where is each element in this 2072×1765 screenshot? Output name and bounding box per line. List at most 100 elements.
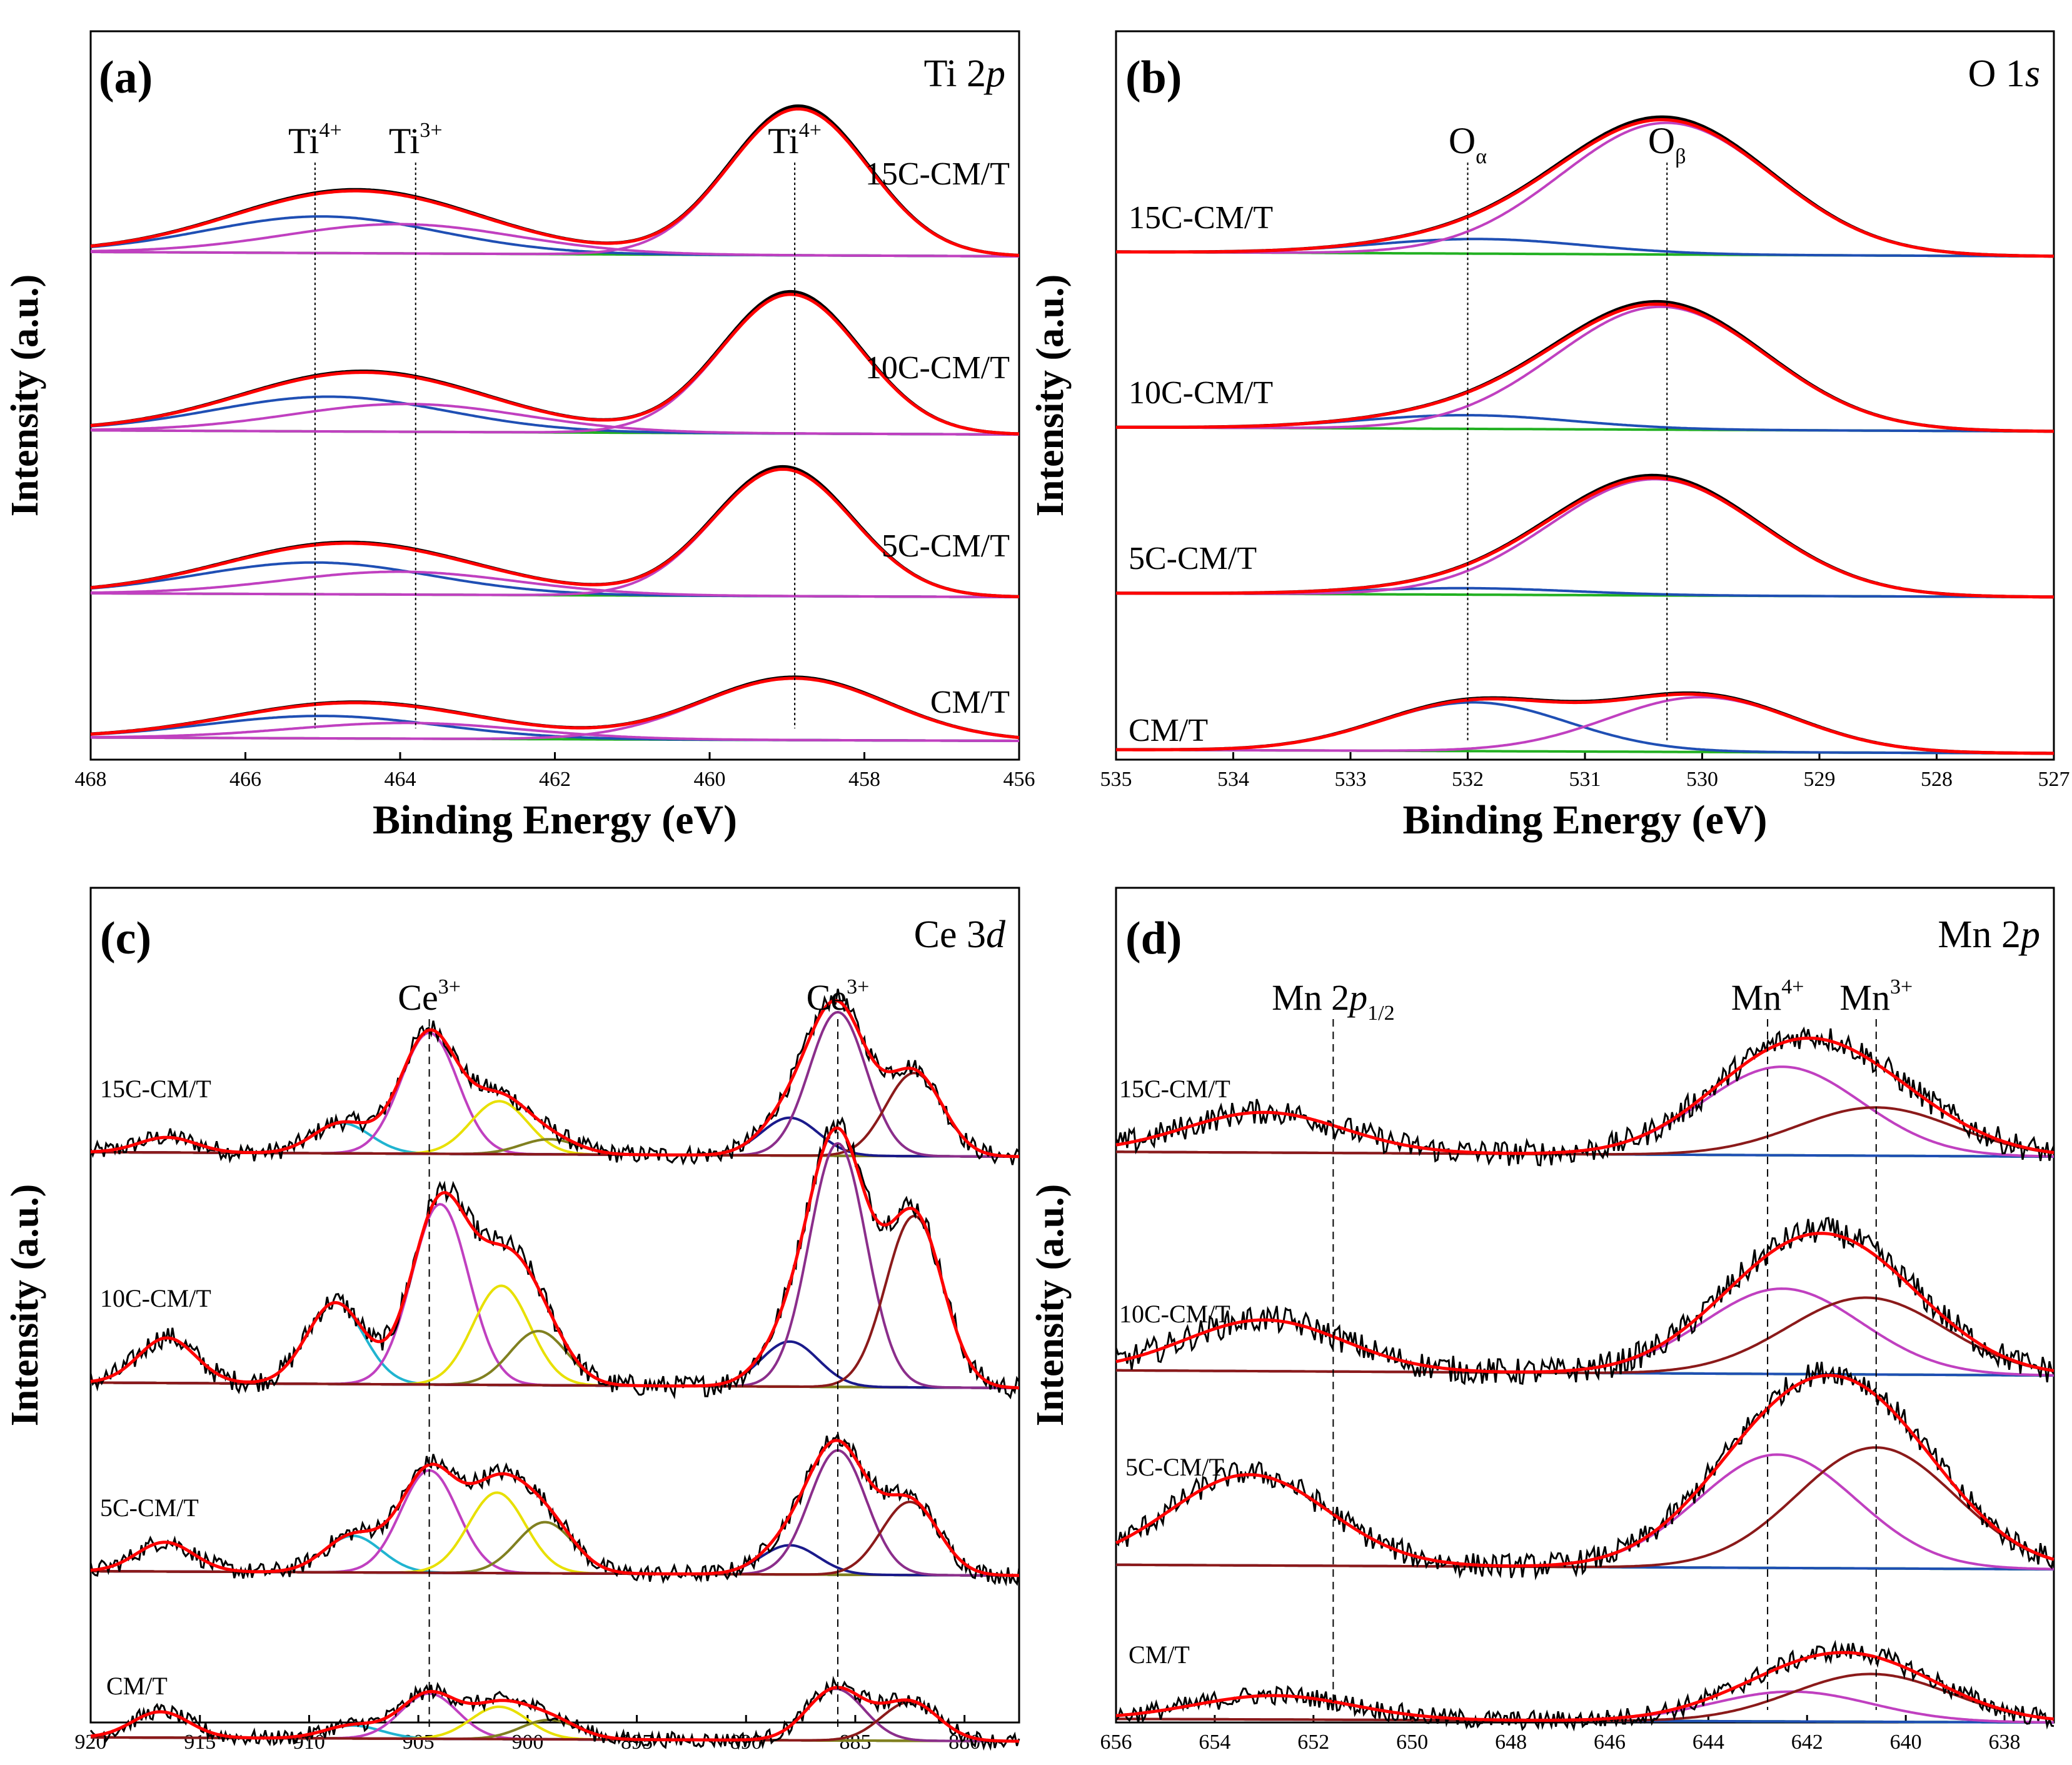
panel-title: Ce 3d [914,913,1006,956]
x-tick-label: 640 [1890,1731,1922,1754]
plot-frame [89,887,1020,1724]
x-tick-label: 464 [385,768,416,791]
sample-15C-CM/T: 15C-CM/T [1115,1026,2055,1167]
fit-component-magenta [91,722,1019,742]
sample-label: CM/T [1129,1641,1190,1669]
fit-envelope [90,107,1020,257]
x-tick-label: 532 [1452,768,1484,791]
panel-d: 656 654 652 650 648 646 644 642 640 638 Binding En… [1029,887,2055,1765]
x-tick-label: 644 [1692,1731,1724,1754]
sample-label: 5C-CM/T [1129,541,1257,576]
x-tick-label: 642 [1791,1731,1823,1754]
sample-CM/T: CM/T [1115,691,2054,755]
raw-spectrum [1116,473,2054,599]
x-tick-label: 654 [1199,1731,1230,1754]
fit-component-purple [90,1010,1019,1158]
panel-title: Mn 2p [1938,913,2040,956]
fit-envelope [90,293,1020,436]
fit-component-purple [90,1142,1019,1389]
raw-spectrum [1115,1217,2055,1385]
x-tick-label: 531 [1569,768,1601,791]
fit-component-magenta [90,1202,1019,1389]
fit-component-black [91,468,1019,598]
x-tick-label: 466 [229,768,261,791]
fit-envelope [90,467,1019,598]
sample-label: 10C-CM/T [1129,375,1273,411]
panel-title: Ti 2p [924,53,1005,95]
fit-component-darkred [1116,1296,2054,1374]
fit-envelope [1116,476,2054,599]
sample-label: 15C-CM/T [1129,200,1273,236]
sample-10C-CM/T: 10C-CM/T [90,289,1020,436]
x-tick-label: 462 [539,768,571,791]
peak-annotation: Mn 2p1/2 [1272,977,1395,1025]
peak-annotation: Oα [1449,120,1487,168]
sample-label: CM/T [930,685,1010,720]
sample-5C-CM/T: 5C-CM/T [1115,1361,2055,1581]
panel-title: O 1s [1968,53,2040,95]
fit-component-cyan [90,1301,1019,1389]
x-tick-label: 905 [403,1731,435,1754]
peak-annotation: Mn3+ [1839,975,1913,1018]
sample-15C-CM/T: 15C-CM/T [90,104,1020,258]
panel-b: 535 534 533 532 531 530 529 528 527 Binding Energ… [1029,30,2070,843]
x-axis-label: Binding Energy (eV) [373,1760,737,1765]
peak-annotation: Ti3+ [389,119,443,161]
sample-10C-CM/T: 10C-CM/T [89,1116,1020,1400]
sample-CM/T: CM/T [90,675,1020,742]
sample-10C-CM/T: 10C-CM/T [1115,1217,2055,1385]
x-tick-label: 656 [1100,1731,1132,1754]
x-tick-label: 468 [75,768,107,791]
raw-spectrum [1115,1639,2054,1732]
fit-envelope [1116,302,2054,433]
raw-spectrum [89,1116,1020,1400]
x-tick-label: 460 [694,768,726,791]
raw-spectrum [90,465,1020,598]
fit-component-darkred [90,1072,1020,1158]
sample-5C-CM/T: 5C-CM/T [1116,473,2054,599]
x-tick-label: 900 [511,1731,543,1754]
fit-component-blue [1115,1473,2054,1571]
sample-label: CM/T [1129,713,1208,748]
x-tick-label: 652 [1297,1731,1329,1754]
x-tick-label: 534 [1217,768,1249,791]
sample-5C-CM/T: 5C-CM/T [90,465,1020,598]
fit-component-black [91,677,1020,740]
fit-component-magenta [90,570,1019,598]
fit-envelope [1115,1651,2054,1722]
sample-label: 5C-CM/T [882,528,1010,564]
x-tick-label: 638 [1989,1731,2021,1754]
raw-spectrum [1115,1361,2055,1581]
fit-envelope [1116,692,2054,755]
fit-component-magenta [1116,121,2054,258]
peak-annotation: Ti4+ [288,119,342,161]
fit-component-darkred [1116,1106,2054,1156]
sample-5C-CM/T: 5C-CM/T [89,1432,1020,1587]
raw-spectrum [89,1432,1020,1587]
plot-frame [89,30,1020,761]
y-axis-label: Intensity (a.u.) [1029,1184,1072,1427]
x-tick-label: 529 [1804,768,1836,791]
fit-envelope [90,676,1020,740]
y-axis-label: Intensity (a.u.) [1029,274,1072,517]
sample-label: CM/T [106,1672,168,1700]
x-tick-label: 456 [1003,768,1035,791]
fit-envelope [90,1439,1019,1577]
peak-annotation: Mn4+ [1731,975,1804,1018]
fit-envelope [1115,1374,2054,1568]
sample-CM/T: CM/T [89,1672,1020,1751]
panel-label: (b) [1125,52,1182,103]
fit-component-darkred [90,1214,1020,1389]
sample-label: 10C-CM/T [865,350,1010,386]
panel-label: (c) [100,913,151,964]
sample-label: 10C-CM/T [100,1284,211,1312]
fit-envelope [1116,118,2054,258]
fit-component-magenta [1115,696,2054,755]
y-axis-label: Intensity (a.u.) [4,1184,46,1427]
peak-annotation: Ce3+ [807,975,870,1018]
sample-label: 10C-CM/T [1119,1300,1230,1328]
sample-CM/T: CM/T [1115,1639,2054,1732]
panel-label: (a) [99,52,153,103]
x-tick-label: 648 [1495,1731,1527,1754]
